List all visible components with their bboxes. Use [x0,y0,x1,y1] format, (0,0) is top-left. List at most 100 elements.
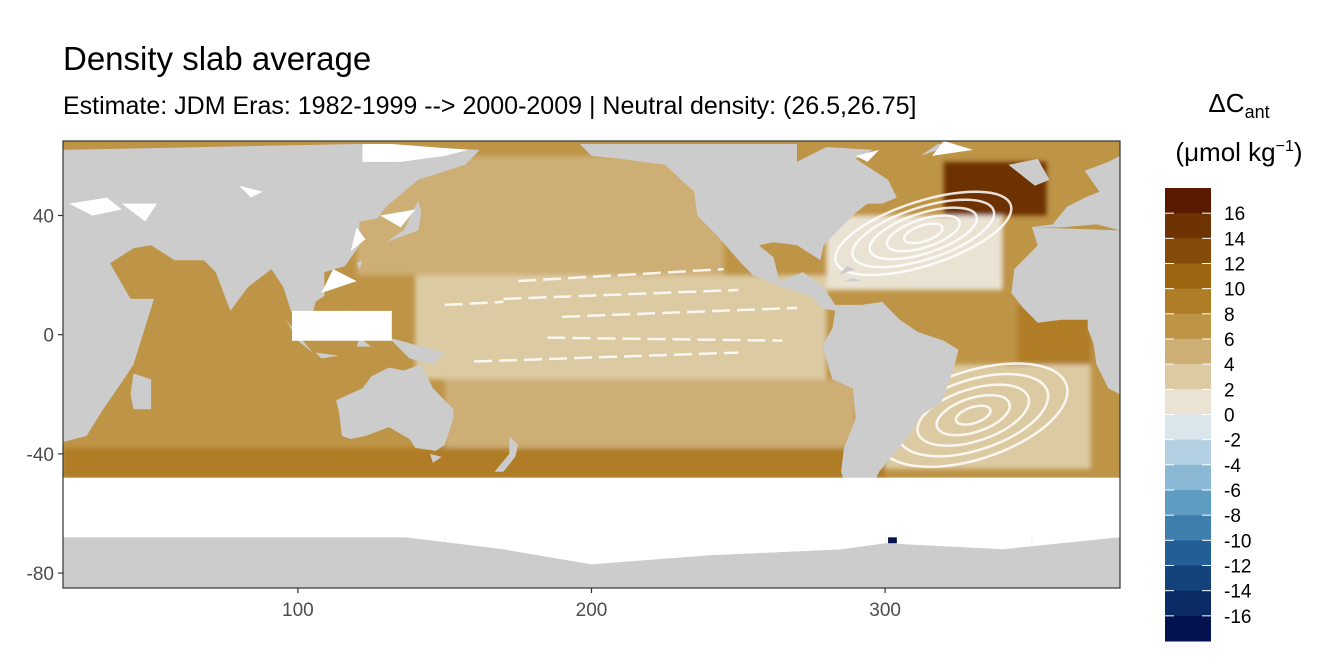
legend-swatch [1165,288,1211,315]
no-data-shape [362,144,469,162]
land-shape [356,260,363,270]
legend-colorbar [1165,188,1211,642]
no-data-shape [239,185,263,198]
legend-swatch [1165,389,1211,415]
white-streak [562,306,798,319]
legend-swatch [1165,364,1211,390]
land-shape [386,200,422,243]
legend-label: 12 [1224,255,1245,276]
atlantic-contour [851,198,996,269]
legend-title-main: ΔC [1208,88,1244,118]
white-streak [547,336,783,342]
white-streak [444,300,504,307]
atlantic-contour [833,190,1013,277]
legend-label: 8 [1224,305,1235,326]
atlantic-contour [916,383,1031,447]
legend-label: 6 [1224,330,1235,351]
atlantic-contour [868,206,979,261]
legend-swatch [1165,339,1211,365]
legend-unit-open: (μmol kg [1175,137,1275,167]
region-cell [63,447,886,478]
no-data-shape [121,203,157,222]
x-tick-label: 300 [869,600,901,621]
legend-label: -14 [1224,582,1252,603]
legend-swatch [1165,464,1211,491]
legend-title-sub: ant [1245,102,1270,122]
legend-label: -2 [1224,431,1241,452]
legend-label: 2 [1224,380,1235,401]
no-data-shape [68,197,122,216]
no-data-shape [350,227,366,252]
atlantic-contour [954,404,992,426]
chart-subtitle: Estimate: JDM Eras: 1982-1999 --> 2000-2… [63,92,917,120]
land-shape [63,531,1120,588]
land-shape [1008,158,1050,186]
legend-label: -16 [1224,607,1251,628]
land-shape [63,144,480,442]
legend-label: 14 [1224,229,1246,250]
no-data-shape [292,310,392,341]
legend-swatch [1165,313,1211,340]
land-shape [1011,227,1120,395]
no-data-shape [380,209,416,228]
land-shape [315,352,339,359]
land-shape [1031,167,1041,183]
land-shape [494,436,519,472]
land-shape [1029,155,1120,231]
legend-swatch [1165,490,1211,516]
legend-label: 10 [1224,280,1245,301]
legend-swatch [1165,263,1211,290]
legend-label: -4 [1224,456,1241,477]
y-tick-label: 0 [43,326,54,347]
legend-unit: (μmol kg−1) [1175,137,1302,167]
legend-labels: 16 14 12 10 8 6 4 2 0 -2 -4 -6 -8 -10 -12 -14 -16 [1224,204,1252,628]
x-tick-label: 200 [576,600,608,621]
land-shape [844,278,862,282]
legend-label: 16 [1224,204,1245,225]
map-panel [63,141,1120,588]
white-streak [503,288,739,301]
legend-label: 4 [1224,355,1235,376]
legend-label: -10 [1224,531,1251,552]
white-streak [518,267,724,283]
y-tick-label: 40 [33,207,54,228]
land-shape [430,453,442,463]
no-data-shape [932,141,974,156]
no-data-band [63,477,1120,538]
legend-swatch [1165,615,1211,642]
legend-label: -12 [1224,557,1251,578]
legend-label: -6 [1224,481,1241,502]
legend-title: ΔCant [1208,88,1269,122]
chart-title: Density slab average [63,40,372,77]
legend-unit-close: ) [1294,137,1303,167]
white-streak [474,351,739,363]
legend-unit-sup: −1 [1276,138,1294,155]
land-shape [838,266,856,276]
legend-swatch [1165,565,1211,592]
land-shape [579,144,959,499]
x-tick-label: 100 [282,600,314,621]
legend: ΔCant (μmol kg−1) 16 14 12 10 8 6 4 2 0 -2 -4 -6 -8 -… [1165,88,1303,642]
atlantic-contour [902,222,944,245]
y-tick-label: -80 [27,564,54,585]
legend-swatch [1165,515,1211,541]
legend-swatch [1165,414,1211,441]
no-data-shape [855,149,880,162]
land-shape [388,337,445,365]
legend-swatch [1165,238,1211,264]
legend-swatch [1165,590,1211,617]
no-data-shape [503,531,886,565]
legend-swatch [1165,439,1211,466]
land-shape [130,373,152,410]
legend-label: 0 [1224,406,1235,427]
region-cell [415,275,827,380]
legend-swatch [1165,213,1211,239]
legend-swatch [1165,540,1211,566]
atlantic-contour [935,393,1011,437]
legend-swatch [1165,188,1211,214]
atlantic-contour [885,214,961,253]
y-tick-label: -40 [27,445,54,466]
no-data-shape [321,269,357,293]
